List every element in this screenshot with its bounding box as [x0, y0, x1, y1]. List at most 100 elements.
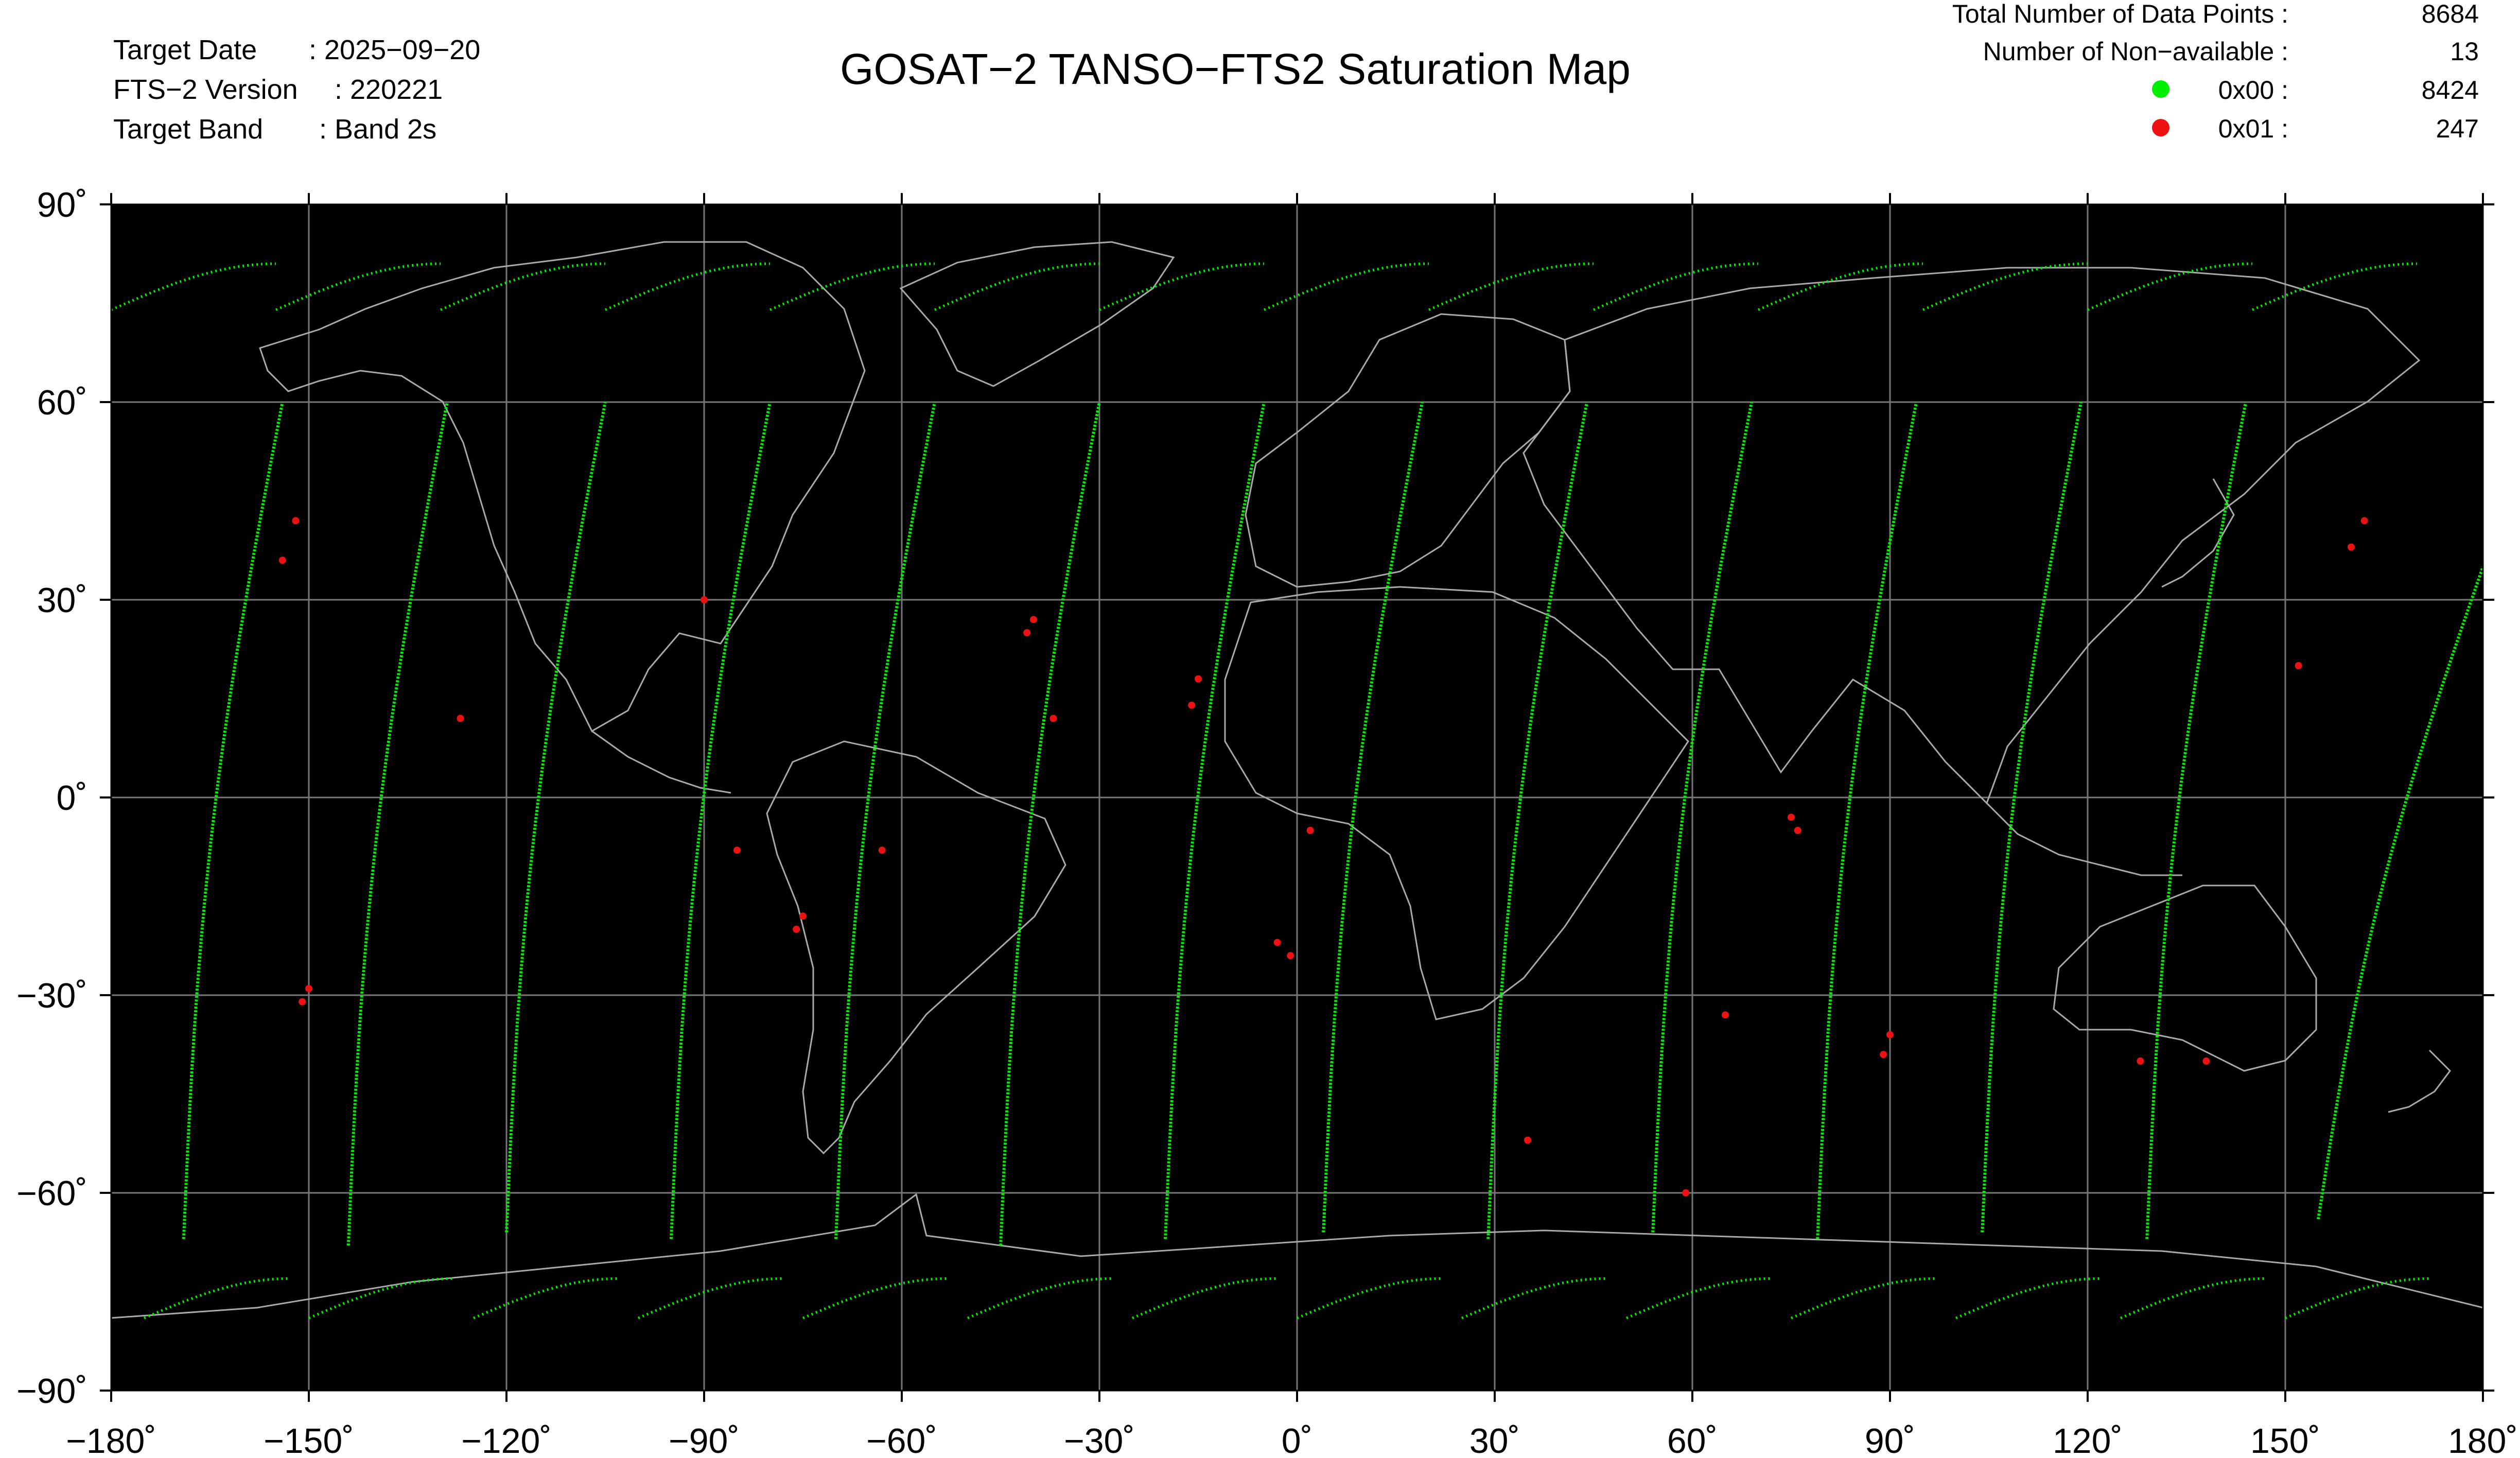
- saturated-point: [793, 926, 800, 933]
- saturated-point: [2137, 1057, 2144, 1065]
- saturated-point: [278, 557, 286, 564]
- map-frame: [110, 203, 2484, 1392]
- x-tick-label: 60˚: [1667, 1421, 1718, 1458]
- saturated-point: [1049, 715, 1057, 722]
- saturated-point: [2360, 517, 2368, 525]
- x-tick-label: −60˚: [866, 1421, 937, 1458]
- swath-tracks: [110, 262, 2484, 1320]
- swath-track: [1651, 402, 1754, 1233]
- x-tick-label: 150˚: [2250, 1421, 2320, 1458]
- y-tick-label: 60˚: [37, 383, 87, 422]
- swath-track: [1322, 402, 1424, 1233]
- saturated-point: [1886, 1031, 1894, 1038]
- coastlines: [111, 241, 2483, 1319]
- saturated-point: [1306, 827, 1314, 834]
- x-tick-label: −90˚: [669, 1421, 740, 1458]
- y-tick-label: −90˚: [16, 1372, 87, 1411]
- legend-label-0x00: 0x00 :: [2218, 76, 2288, 105]
- arctic-arc: [440, 262, 606, 311]
- swath-track: [1164, 402, 1266, 1239]
- saturated-point: [2295, 662, 2302, 669]
- saturated-point: [1023, 629, 1031, 636]
- swath-track: [182, 402, 284, 1239]
- y-tick-label: 0˚: [57, 778, 87, 818]
- swath-track: [346, 402, 449, 1246]
- x-tick-label: 30˚: [1469, 1421, 1520, 1458]
- target-date-value: : 2025−09−20: [309, 34, 481, 65]
- swath-track: [834, 402, 936, 1239]
- swath-track: [1816, 402, 1918, 1239]
- swath-track: [670, 402, 772, 1239]
- arctic-arc: [604, 262, 771, 311]
- saturated-point: [1722, 1011, 1729, 1019]
- x-tick-label: 180˚: [2448, 1421, 2518, 1458]
- saturated-point: [878, 846, 886, 854]
- saturated-point: [1287, 952, 1294, 960]
- saturated-point: [733, 846, 741, 854]
- arctic-arc: [769, 262, 935, 311]
- arctic-arc: [1757, 262, 1923, 311]
- target-date-label: Target Date: [113, 34, 257, 65]
- swath-track: [2145, 402, 2248, 1239]
- total-points-label: Total Number of Data Points :: [1952, 0, 2288, 28]
- total-points-value: 8684: [2421, 0, 2479, 28]
- swath-track: [1486, 402, 1589, 1239]
- saturated-point: [1788, 813, 1795, 821]
- arctic-arc: [2251, 262, 2418, 311]
- swath-track: [2317, 566, 2484, 1220]
- arctic-arc: [1263, 262, 1429, 311]
- saturated-point: [299, 998, 306, 1005]
- y-tick-label: 30˚: [37, 581, 87, 620]
- saturated-point: [1524, 1136, 1531, 1144]
- non-available-label: Number of Non−available :: [1983, 37, 2288, 66]
- saturated-point: [1682, 1189, 1690, 1196]
- y-tick-label: −30˚: [16, 976, 87, 1015]
- saturated-point: [1880, 1051, 1887, 1058]
- saturated-point: [292, 517, 300, 525]
- x-tick-label: 90˚: [1865, 1421, 1915, 1458]
- swath-track: [505, 402, 607, 1233]
- legend-value-0x00: 8424: [2421, 76, 2479, 105]
- x-tick-label: −180˚: [66, 1421, 156, 1458]
- arctic-arc: [1592, 262, 1759, 311]
- x-tick-label: −30˚: [1064, 1421, 1135, 1458]
- saturated-points: [278, 517, 2368, 1196]
- x-tick-label: 0˚: [1282, 1421, 1312, 1458]
- saturated-point: [2348, 543, 2355, 551]
- saturated-point: [1195, 675, 1202, 683]
- x-tick-label: 120˚: [2053, 1421, 2123, 1458]
- page-title: GOSAT−2 TANSO−FTS2 Saturation Map: [840, 45, 1631, 93]
- y-tick-label: −60˚: [16, 1174, 87, 1213]
- arctic-arc: [934, 262, 1100, 311]
- legend-dot-0x01: [2152, 119, 2169, 136]
- arctic-arc: [1428, 262, 1594, 311]
- version-value: : 220221: [335, 74, 443, 105]
- y-tick-label: 90˚: [37, 185, 87, 224]
- swath-track: [1981, 402, 2083, 1233]
- arctic-arc: [2087, 262, 2253, 311]
- saturated-point: [1273, 939, 1281, 946]
- arctic-arc: [110, 262, 276, 311]
- saturated-point: [799, 912, 807, 920]
- legend-dot-0x00: [2152, 80, 2169, 98]
- legend-value-0x01: 247: [2436, 114, 2479, 143]
- axes: −180˚ −150˚ −120˚ −90˚ −60˚ −30˚ 0˚ 30˚ 60˚ 90˚ 12…: [16, 185, 2518, 1458]
- band-label: Target Band: [113, 114, 264, 145]
- arctic-arc: [1098, 262, 1265, 311]
- arctic-arc: [275, 262, 441, 311]
- x-tick-label: −150˚: [264, 1421, 354, 1458]
- non-available-value: 13: [2450, 37, 2479, 66]
- version-label: FTS−2 Version: [113, 74, 298, 105]
- saturated-point: [1030, 616, 1037, 623]
- saturated-point: [1794, 827, 1801, 834]
- saturated-point: [457, 715, 464, 722]
- band-value: : Band 2s: [319, 114, 437, 145]
- x-tick-label: −120˚: [461, 1421, 552, 1458]
- saturated-point: [1188, 701, 1196, 709]
- saturated-point: [305, 985, 312, 993]
- saturated-point: [2202, 1057, 2210, 1065]
- swath-track: [999, 402, 1101, 1246]
- arctic-arc: [1922, 262, 2088, 311]
- legend-label-0x01: 0x01 :: [2218, 114, 2288, 143]
